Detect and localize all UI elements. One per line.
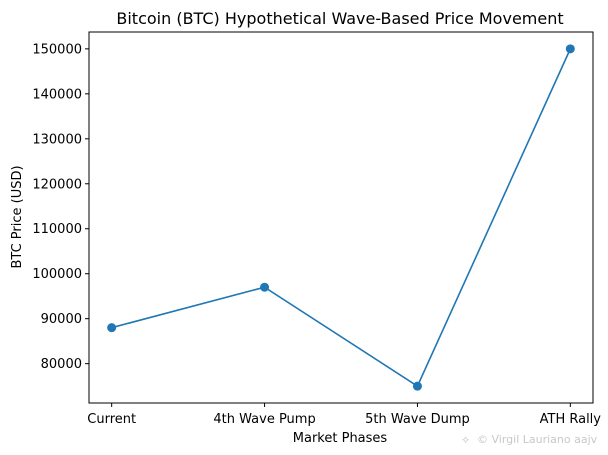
x-tick-label: 5th Wave Dump	[365, 412, 470, 427]
chart-title: Bitcoin (BTC) Hypothetical Wave-Based Pr…	[116, 9, 563, 28]
y-tick-label: 140000	[32, 87, 82, 102]
series-line	[111, 48, 572, 388]
y-tick-label: 100000	[32, 267, 82, 282]
spark-icon: ⟡	[462, 433, 469, 446]
watermark-text: © Virgil Lauriano aajv	[477, 433, 598, 446]
plot-area: 80000 90000 100000 110000 120000 130000 140000…	[32, 31, 602, 427]
y-tick-label: 90000	[41, 312, 82, 327]
data-point	[565, 44, 575, 54]
plot-frame	[88, 31, 594, 404]
data-point	[260, 282, 270, 292]
y-tick-label: 120000	[32, 177, 82, 192]
y-tick-label: 150000	[32, 42, 82, 57]
data-point	[412, 381, 422, 391]
data-point	[107, 323, 117, 333]
y-tick-label: 110000	[32, 222, 82, 237]
x-tick-label: Current	[87, 412, 136, 427]
y-tick-label: 130000	[32, 132, 82, 147]
x-axis-label: Market Phases	[293, 431, 388, 446]
y-tick-label: 80000	[41, 357, 82, 372]
watermark: ⟡ © Virgil Lauriano aajv	[462, 433, 598, 446]
y-axis-label: BTC Price (USD)	[10, 165, 25, 268]
x-tick-label: 4th Wave Pump	[213, 412, 315, 427]
x-tick-label: ATH Rally	[540, 412, 602, 427]
